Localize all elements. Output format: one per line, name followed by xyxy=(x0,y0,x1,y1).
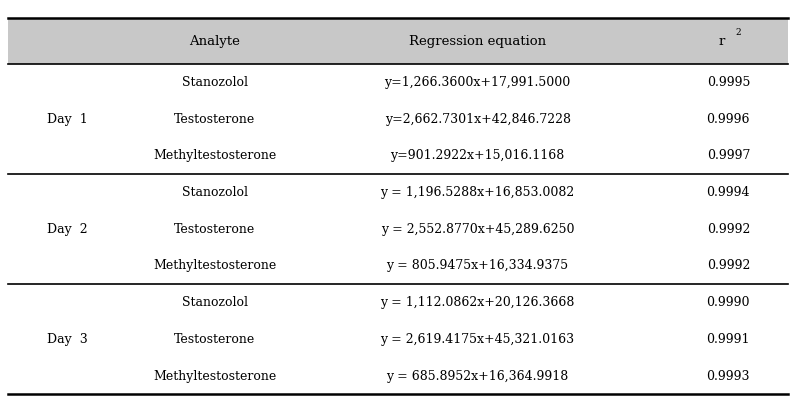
Text: 0.9995: 0.9995 xyxy=(707,76,750,89)
Text: y = 1,112.0862x+20,126.3668: y = 1,112.0862x+20,126.3668 xyxy=(380,296,575,309)
Text: 0.9992: 0.9992 xyxy=(707,259,750,272)
Text: y = 685.8952x+16,364.9918: y = 685.8952x+16,364.9918 xyxy=(387,370,568,383)
Text: y=901.2922x+15,016.1168: y=901.2922x+15,016.1168 xyxy=(391,150,564,162)
Text: 0.9993: 0.9993 xyxy=(707,370,750,383)
Text: 2: 2 xyxy=(735,28,741,37)
Bar xyxy=(8,174,788,211)
Text: Testosterone: Testosterone xyxy=(174,333,256,346)
Text: Methyltestosterone: Methyltestosterone xyxy=(154,370,276,383)
Bar xyxy=(8,247,788,284)
Text: 0.9992: 0.9992 xyxy=(707,223,750,236)
Text: Stanozolol: Stanozolol xyxy=(182,76,248,89)
Bar xyxy=(8,18,788,64)
Text: y = 2,619.4175x+45,321.0163: y = 2,619.4175x+45,321.0163 xyxy=(380,333,575,346)
Bar xyxy=(8,138,788,174)
Text: Analyte: Analyte xyxy=(189,34,240,48)
Text: 0.9996: 0.9996 xyxy=(707,113,750,126)
Text: Stanozolol: Stanozolol xyxy=(182,186,248,199)
Bar xyxy=(8,64,788,101)
Text: Day  1: Day 1 xyxy=(47,113,88,126)
Text: 0.9997: 0.9997 xyxy=(707,150,750,162)
Text: y=1,266.3600x+17,991.5000: y=1,266.3600x+17,991.5000 xyxy=(384,76,571,89)
Text: y=2,662.7301x+42,846.7228: y=2,662.7301x+42,846.7228 xyxy=(384,113,571,126)
Text: r: r xyxy=(719,34,725,48)
Text: Day  3: Day 3 xyxy=(47,333,88,346)
Text: y = 2,552.8770x+45,289.6250: y = 2,552.8770x+45,289.6250 xyxy=(380,223,575,236)
Bar xyxy=(8,284,788,321)
Bar xyxy=(8,211,788,248)
Text: Stanozolol: Stanozolol xyxy=(182,296,248,309)
Text: y = 1,196.5288x+16,853.0082: y = 1,196.5288x+16,853.0082 xyxy=(380,186,575,199)
Text: Testosterone: Testosterone xyxy=(174,223,256,236)
Text: 0.9991: 0.9991 xyxy=(707,333,750,346)
Text: Methyltestosterone: Methyltestosterone xyxy=(154,150,276,162)
Text: Methyltestosterone: Methyltestosterone xyxy=(154,259,276,272)
Text: y = 805.9475x+16,334.9375: y = 805.9475x+16,334.9375 xyxy=(387,259,568,272)
Text: 0.9990: 0.9990 xyxy=(707,296,750,309)
Text: Day  2: Day 2 xyxy=(47,223,88,236)
Text: Testosterone: Testosterone xyxy=(174,113,256,126)
Bar xyxy=(8,101,788,138)
Bar xyxy=(8,321,788,358)
Text: Regression equation: Regression equation xyxy=(409,34,546,48)
Text: 0.9994: 0.9994 xyxy=(707,186,750,199)
Bar xyxy=(8,358,788,395)
